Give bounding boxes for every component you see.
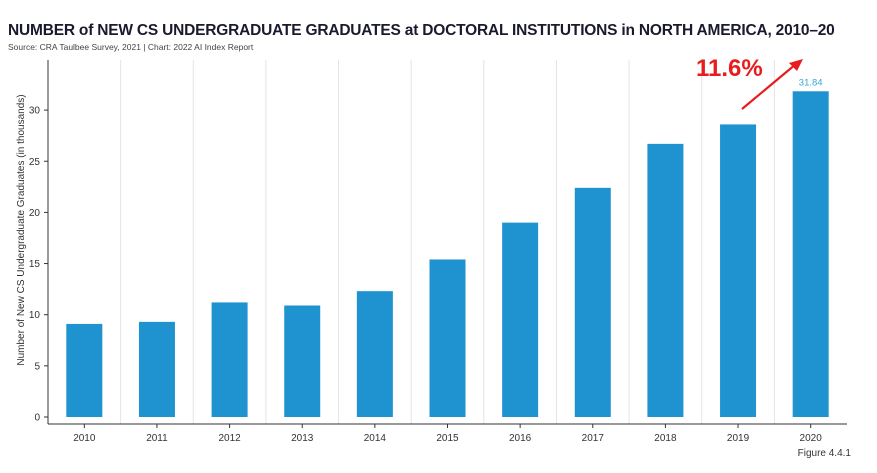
- x-tick-label: 2013: [291, 433, 314, 444]
- growth-annotation: 11.6%: [696, 55, 763, 82]
- labels: 2010 2011 2012 2013 2014 2015 2016 2017 2018 2019…: [29, 77, 823, 444]
- bar-2011: [138, 321, 175, 417]
- x-tick-label: 2020: [800, 433, 823, 444]
- y-axis-label: Number of New CS Undergraduate Graduates…: [16, 94, 27, 365]
- bars: [66, 91, 829, 418]
- y-tick-label: 5: [34, 361, 40, 372]
- axes: [44, 60, 847, 428]
- bar-2014: [356, 291, 393, 417]
- chart-title: NUMBER of NEW CS UNDERGRADUATE GRADUATES…: [8, 22, 835, 39]
- bar-2019: [720, 124, 757, 417]
- y-tick-label: 15: [29, 259, 41, 270]
- bar-2020: [792, 91, 829, 418]
- y-tick-label: 25: [29, 157, 41, 168]
- y-tick-label: 30: [29, 106, 41, 117]
- x-tick-label: 2017: [582, 433, 605, 444]
- y-tick-label: 10: [29, 310, 41, 321]
- gridlines: [120, 60, 775, 424]
- x-tick-label: 2018: [654, 433, 677, 444]
- x-tick-label: 2012: [218, 433, 241, 444]
- bar-2012: [211, 302, 248, 417]
- figure-label: Figure 4.4.1: [797, 448, 851, 459]
- x-tick-label: 2016: [509, 433, 532, 444]
- y-tick-label: 0: [34, 413, 40, 424]
- x-tick-label: 2019: [727, 433, 750, 444]
- data-label: 31.84: [799, 77, 823, 88]
- chart-source: Source: CRA Taulbee Survey, 2021 | Chart…: [8, 42, 254, 52]
- bar-2013: [284, 305, 321, 417]
- x-tick-label: 2014: [364, 433, 387, 444]
- bar-2018: [647, 143, 684, 417]
- bar-2016: [502, 222, 539, 417]
- x-tick-label: 2011: [146, 433, 168, 444]
- x-tick-label: 2010: [73, 433, 96, 444]
- y-tick-label: 20: [29, 208, 41, 219]
- bar-2015: [429, 259, 466, 417]
- bar-2017: [574, 187, 611, 417]
- bar-2010: [66, 323, 103, 417]
- x-tick-label: 2015: [436, 433, 459, 444]
- growth-arrow: [741, 59, 803, 110]
